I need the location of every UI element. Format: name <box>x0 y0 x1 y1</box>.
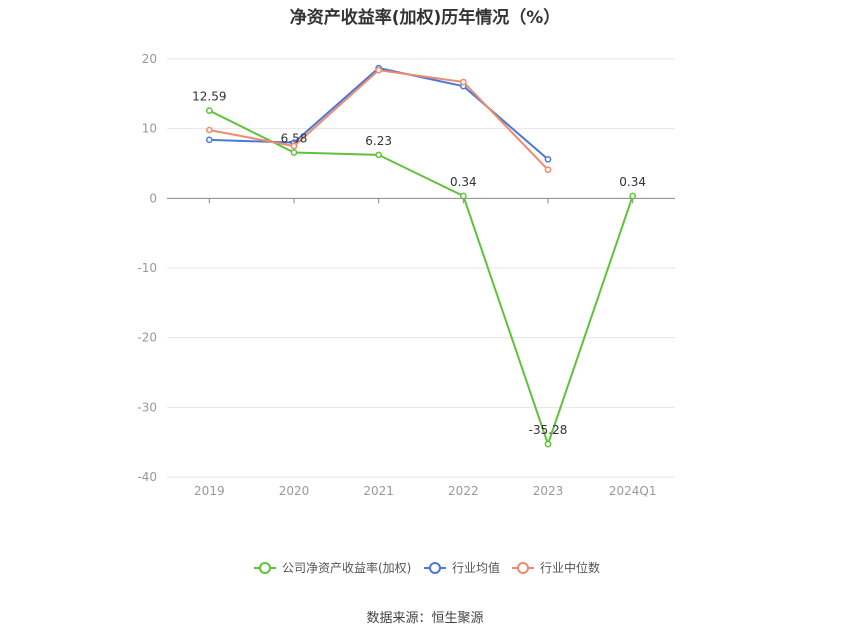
y-tick-label: -30 <box>137 400 157 414</box>
legend[interactable]: 公司净资产收益率(加权) 行业均值 行业中位数 <box>254 560 600 575</box>
y-tick-label: 20 <box>142 52 157 66</box>
y-tick-label: 0 <box>149 191 157 205</box>
data-labels: 12.59 6.58 6.23 0.34 -35.28 0.34 <box>192 90 646 437</box>
legend-label: 行业中位数 <box>540 560 600 575</box>
data-point[interactable] <box>629 192 637 200</box>
legend-marker-icon <box>517 562 529 574</box>
data-point[interactable] <box>290 142 298 150</box>
y-tick-label: 10 <box>142 122 157 136</box>
data-label: 0.34 <box>619 175 646 189</box>
grid-lines <box>167 58 675 478</box>
y-tick-label: -10 <box>137 261 157 275</box>
legend-label: 公司净资产收益率(加权) <box>282 560 411 575</box>
data-label: -35.28 <box>529 423 568 437</box>
chart-title: 净资产收益率(加权)历年情况（%） <box>289 8 561 28</box>
data-label: 6.58 <box>281 131 308 145</box>
data-point[interactable] <box>205 136 213 144</box>
data-point[interactable] <box>290 149 298 156</box>
y-tick-label: -20 <box>137 331 157 345</box>
x-tick-label: 2019 <box>194 484 225 498</box>
data-point[interactable] <box>375 66 383 74</box>
source-note: 数据来源：恒生聚源 <box>366 611 484 626</box>
data-point[interactable] <box>205 126 213 134</box>
data-point[interactable] <box>544 166 552 174</box>
data-point[interactable] <box>375 151 383 159</box>
x-tick-label: 2024Q1 <box>609 484 657 498</box>
legend-item-2[interactable]: 行业中位数 <box>512 560 600 575</box>
x-tick-label: 2022 <box>448 484 479 498</box>
axes: 20 10 0 -10 -20 -30 -40 2019 2020 2021 2022 2023 202… <box>137 52 675 498</box>
legend-item-1[interactable]: 行业均值 <box>424 560 500 575</box>
y-tick-label: -40 <box>137 470 157 484</box>
x-tick-label: 2020 <box>279 484 310 498</box>
data-label: 6.23 <box>365 134 392 148</box>
data-point[interactable] <box>544 155 552 163</box>
data-label: 0.34 <box>450 175 477 189</box>
x-tick-label: 2021 <box>363 484 394 498</box>
legend-marker-icon <box>429 562 441 574</box>
series-line-0 <box>208 109 634 446</box>
data-point[interactable] <box>544 440 552 448</box>
legend-marker-icon <box>259 562 271 574</box>
line-chart: 20 10 0 -10 -20 -30 -40 2019 2020 2021 2022 2023 202… <box>137 52 675 575</box>
x-tick-label: 2023 <box>533 484 564 498</box>
legend-item-0[interactable]: 公司净资产收益率(加权) <box>254 560 411 575</box>
data-point[interactable] <box>205 107 213 114</box>
series-lines <box>205 64 637 448</box>
data-label: 12.59 <box>192 90 226 104</box>
data-point[interactable] <box>459 78 467 86</box>
data-point[interactable] <box>459 192 467 200</box>
legend-label: 行业均值 <box>452 560 500 575</box>
